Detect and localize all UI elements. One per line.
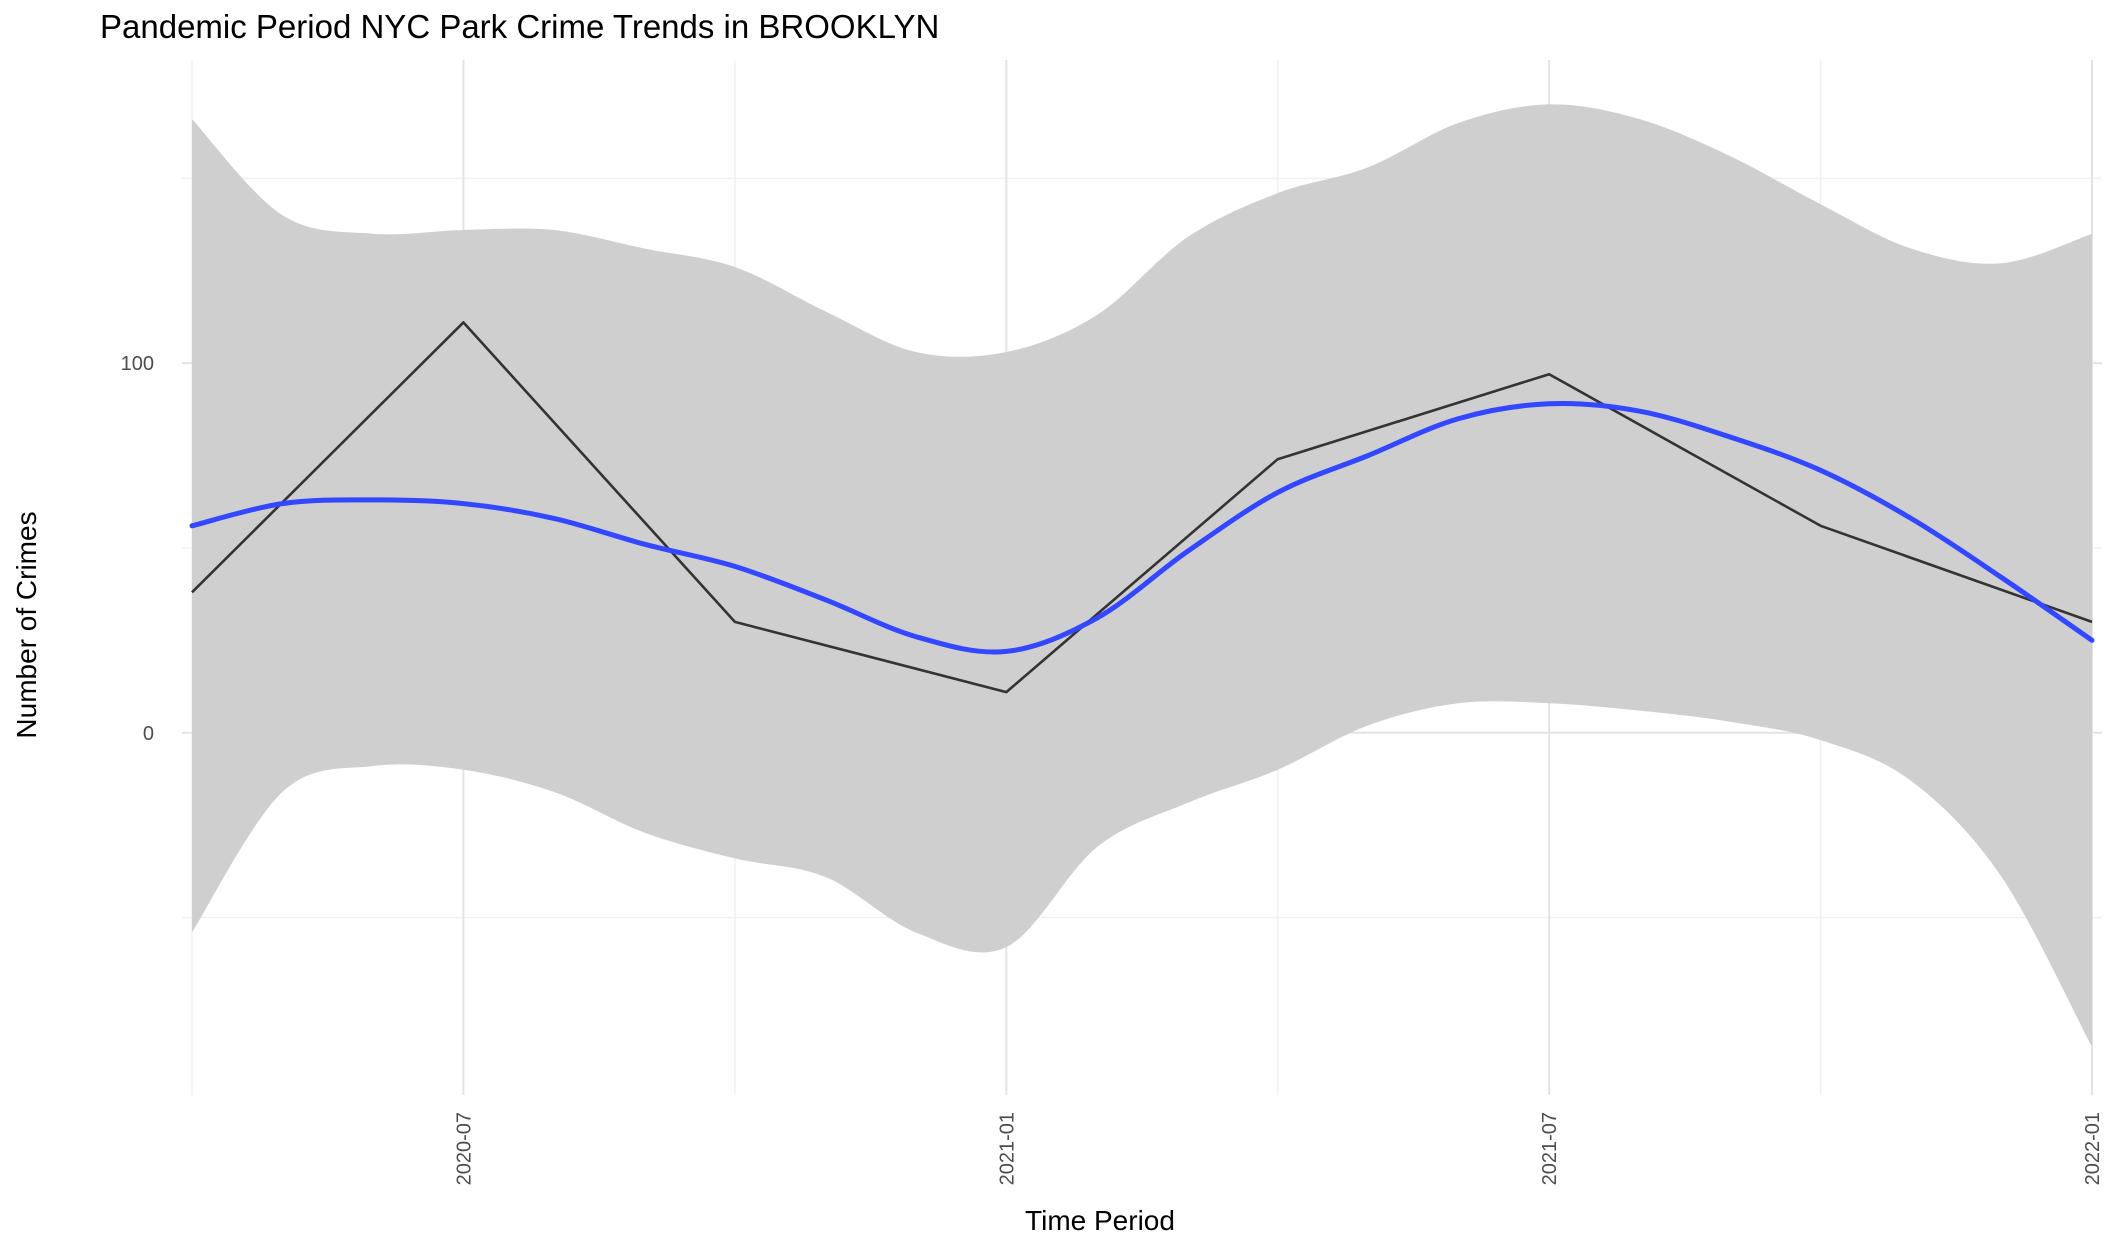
smooth-trend-layer <box>189 401 2095 655</box>
raw-series-layer <box>191 321 2093 694</box>
series-line <box>191 321 2093 694</box>
x-tick-labels: 2020-07 2021-01 2021-07 2022-01 <box>453 1112 2104 1185</box>
x-tick-label: 2021-01 <box>996 1112 1018 1185</box>
y-tick-label: 0 <box>143 723 154 745</box>
y-axis-title: Number of Crimes <box>11 511 42 738</box>
x-tick-label: 2020-07 <box>453 1112 475 1185</box>
smooth-trend-line <box>189 401 2095 655</box>
x-tick-label: 2021-07 <box>1539 1112 1561 1185</box>
chart-title: Pandemic Period NYC Park Crime Trends in… <box>100 8 940 45</box>
y-tick-label: 100 <box>121 353 154 375</box>
y-tick-labels: 0 100 <box>121 353 154 745</box>
x-tick-label: 2022-01 <box>2082 1112 2104 1185</box>
x-axis-title: Time Period <box>1025 1205 1175 1236</box>
